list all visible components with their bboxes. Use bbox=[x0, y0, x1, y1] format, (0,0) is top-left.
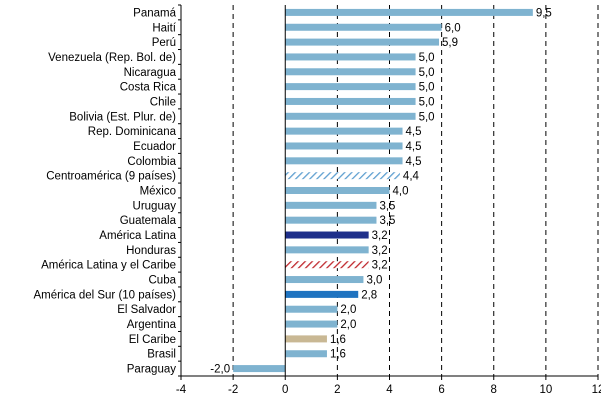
data-label: 4,5 bbox=[406, 141, 422, 153]
bar bbox=[233, 365, 286, 373]
data-label: 5,0 bbox=[419, 52, 435, 64]
category-label: Nicaragua bbox=[124, 67, 177, 79]
x-tick-label: -2 bbox=[228, 384, 238, 396]
bar bbox=[285, 290, 359, 298]
bar bbox=[285, 350, 327, 358]
category-label: Cuba bbox=[149, 275, 177, 287]
bar bbox=[285, 187, 390, 194]
data-label: 3,2 bbox=[372, 260, 388, 272]
bar bbox=[285, 97, 416, 105]
category-label: Ecuador bbox=[133, 141, 176, 153]
bar bbox=[285, 320, 338, 328]
data-label: 2,0 bbox=[340, 304, 356, 316]
category-label: Uruguay bbox=[133, 200, 177, 212]
x-tick-label: 0 bbox=[282, 384, 288, 396]
bars bbox=[233, 8, 533, 373]
bar bbox=[285, 305, 338, 313]
labels: -4 -2 0 2 4 6 8 10 12 Panamá Haití Perú Venezuela (R… bbox=[33, 7, 601, 396]
category-label: Honduras bbox=[126, 245, 176, 257]
bar bbox=[285, 83, 416, 91]
category-label: Haití bbox=[152, 22, 176, 34]
bar bbox=[285, 23, 442, 31]
category-label: Venezuela (Rep. Bol. de) bbox=[48, 52, 176, 64]
x-tick-label: 2 bbox=[334, 384, 340, 396]
data-label: 3,0 bbox=[366, 275, 382, 287]
category-label: Perú bbox=[152, 37, 176, 49]
data-label: 2,0 bbox=[340, 319, 356, 331]
data-label: 3,2 bbox=[372, 230, 388, 242]
bar bbox=[285, 157, 403, 165]
data-label: 1,6 bbox=[330, 334, 346, 346]
category-label: Colombia bbox=[127, 156, 176, 168]
x-tick-label: 12 bbox=[592, 384, 601, 396]
category-label: Panamá bbox=[133, 7, 176, 19]
category-label: Chile bbox=[150, 96, 176, 108]
data-label: 2,8 bbox=[361, 289, 377, 301]
data-label: 3,5 bbox=[379, 215, 395, 227]
category-label: Guatemala bbox=[120, 215, 177, 227]
x-tick-label: 10 bbox=[539, 384, 552, 396]
category-label: Paraguay bbox=[127, 364, 176, 376]
data-label: 4,4 bbox=[403, 171, 420, 183]
category-label: Brasil bbox=[147, 349, 176, 361]
bar bbox=[285, 38, 440, 46]
category-label: América Latina bbox=[99, 230, 176, 242]
bar bbox=[285, 172, 400, 180]
data-label: 4,5 bbox=[406, 126, 422, 138]
data-label: 5,9 bbox=[442, 37, 458, 49]
x-tick-label: 4 bbox=[386, 384, 393, 396]
bar bbox=[285, 261, 369, 269]
category-label: Centroamérica (9 países) bbox=[46, 171, 176, 183]
bar bbox=[285, 335, 327, 343]
bar bbox=[285, 231, 369, 239]
bar bbox=[285, 246, 369, 254]
data-label: 3,2 bbox=[372, 245, 388, 257]
bar bbox=[285, 53, 416, 61]
x-tick-label: 8 bbox=[491, 384, 497, 396]
category-label: México bbox=[140, 186, 176, 198]
bar bbox=[285, 127, 403, 135]
bar bbox=[285, 112, 416, 120]
category-label: Costa Rica bbox=[120, 82, 177, 94]
data-label: 3,5 bbox=[379, 200, 395, 212]
data-label: 6,0 bbox=[445, 22, 461, 34]
bar bbox=[285, 216, 377, 224]
category-label: El Caribe bbox=[129, 334, 176, 346]
data-label: 5,0 bbox=[419, 111, 435, 123]
data-label: -2,0 bbox=[210, 364, 230, 376]
category-label: El Salvador bbox=[117, 304, 176, 316]
data-label: 5,0 bbox=[419, 67, 435, 79]
category-label: América del Sur (10 países) bbox=[33, 289, 176, 301]
data-label: 4,0 bbox=[393, 186, 409, 198]
x-tick-label: 6 bbox=[438, 384, 444, 396]
category-label: Bolivia (Est. Plur. de) bbox=[69, 111, 176, 123]
category-label: Rep. Dominicana bbox=[88, 126, 177, 138]
data-label: 4,5 bbox=[406, 156, 422, 168]
bar bbox=[285, 68, 416, 76]
x-tick-label: -4 bbox=[176, 384, 187, 396]
bar bbox=[285, 201, 377, 209]
data-label: 5,0 bbox=[419, 82, 435, 94]
category-label: Argentina bbox=[127, 319, 177, 331]
category-label: América Latina y el Caribe bbox=[41, 260, 176, 272]
axes bbox=[178, 4, 599, 380]
bar bbox=[285, 8, 533, 16]
bar bbox=[285, 142, 403, 150]
data-label: 5,0 bbox=[419, 96, 435, 108]
data-label: 9,5 bbox=[536, 7, 552, 19]
bar bbox=[285, 276, 364, 284]
data-label: 1,6 bbox=[330, 349, 346, 361]
